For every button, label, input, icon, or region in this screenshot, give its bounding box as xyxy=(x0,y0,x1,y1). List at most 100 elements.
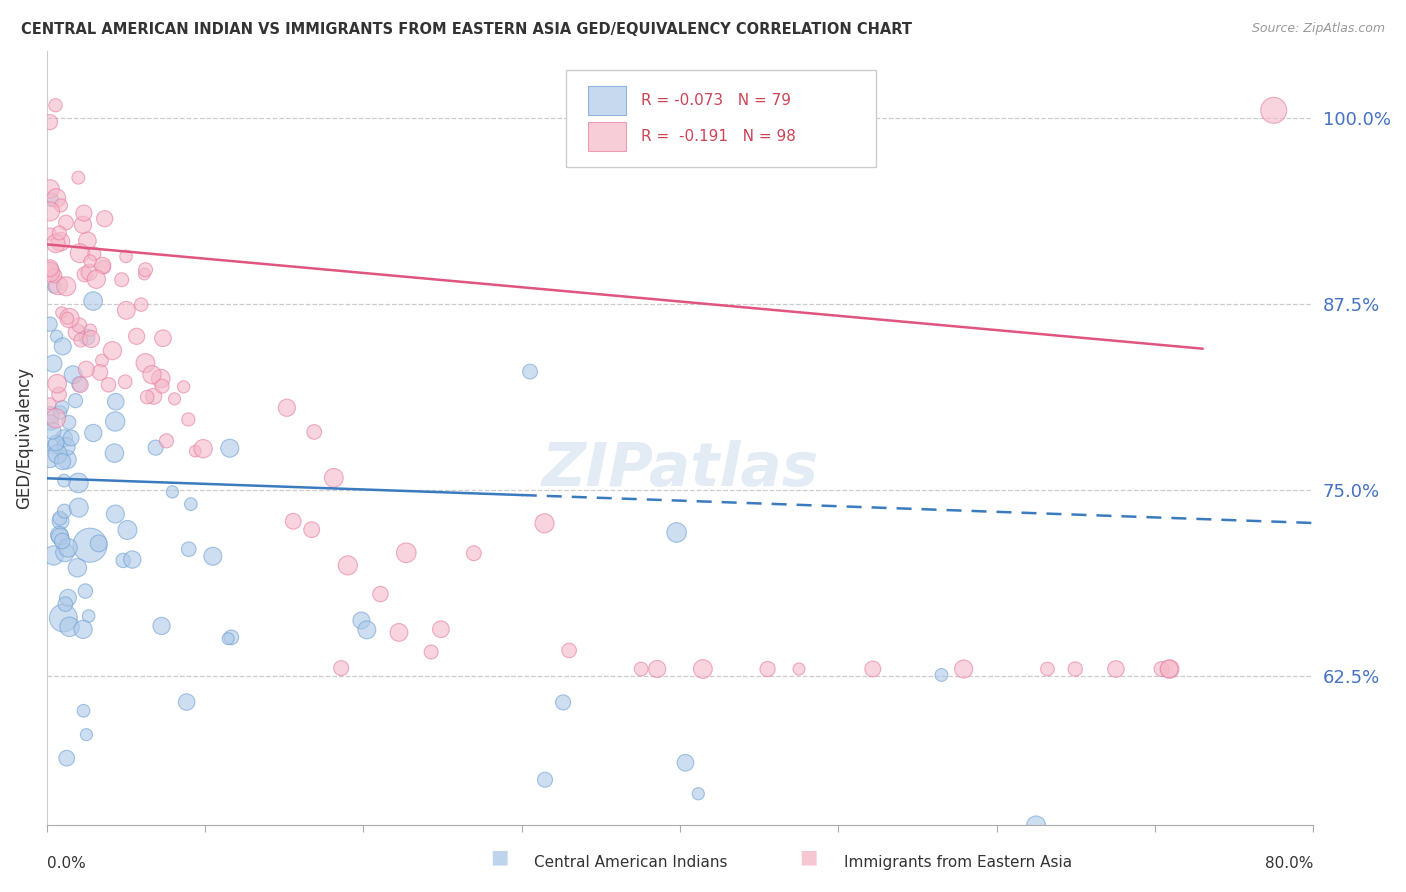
Point xyxy=(150,379,173,393)
Point xyxy=(177,412,200,426)
Point xyxy=(72,623,94,637)
Point xyxy=(39,416,62,430)
Point xyxy=(553,695,575,709)
Point xyxy=(72,704,94,718)
Point xyxy=(52,339,75,353)
Point xyxy=(76,330,98,344)
Point xyxy=(787,662,810,676)
Point xyxy=(1036,662,1059,676)
Point xyxy=(75,728,97,742)
Point xyxy=(1157,662,1180,676)
Point xyxy=(39,409,62,423)
Point xyxy=(104,507,127,521)
Point xyxy=(39,397,62,411)
Point xyxy=(645,662,668,676)
Point xyxy=(66,560,89,574)
Point xyxy=(67,500,90,515)
Point xyxy=(46,278,69,293)
Point xyxy=(69,246,91,260)
Point xyxy=(155,434,177,448)
Point xyxy=(39,227,62,241)
Point xyxy=(49,405,72,419)
Point xyxy=(558,643,581,657)
FancyBboxPatch shape xyxy=(567,70,876,167)
Point xyxy=(125,329,148,343)
Point xyxy=(49,198,72,212)
Point xyxy=(53,504,76,518)
Point xyxy=(97,377,120,392)
Point xyxy=(141,368,163,382)
Point xyxy=(420,645,443,659)
Point xyxy=(395,546,418,560)
Point xyxy=(630,662,652,676)
Point xyxy=(44,98,66,112)
Point xyxy=(112,553,135,567)
Point xyxy=(87,536,110,550)
Y-axis label: GED/Equivalency: GED/Equivalency xyxy=(15,367,32,509)
Point xyxy=(217,632,239,646)
Point xyxy=(1025,818,1047,832)
Point xyxy=(191,442,214,456)
Text: 80.0%: 80.0% xyxy=(1265,856,1313,871)
Point xyxy=(79,254,101,268)
Point xyxy=(79,538,101,552)
Point xyxy=(55,751,77,765)
Point xyxy=(49,530,72,544)
Text: ■: ■ xyxy=(489,847,509,866)
Point xyxy=(82,425,104,440)
Point xyxy=(51,306,73,320)
Point xyxy=(65,393,87,408)
Point xyxy=(69,377,91,392)
Point xyxy=(111,273,134,287)
Point xyxy=(77,265,100,279)
Point xyxy=(82,293,104,308)
Point xyxy=(218,441,240,455)
Point xyxy=(104,394,127,409)
Point xyxy=(86,272,108,286)
Point xyxy=(463,546,485,560)
Point xyxy=(77,609,100,624)
Point xyxy=(62,368,84,382)
Point xyxy=(58,620,80,634)
Point xyxy=(145,441,167,455)
Point xyxy=(39,115,62,129)
Point xyxy=(91,353,114,368)
Point xyxy=(388,625,411,640)
Point xyxy=(51,533,73,548)
Point xyxy=(134,356,156,370)
Point xyxy=(45,411,67,425)
Point xyxy=(58,311,80,326)
Point xyxy=(55,597,77,611)
Point xyxy=(67,475,90,490)
Point xyxy=(60,431,83,445)
Point xyxy=(276,401,298,415)
Point xyxy=(302,425,325,439)
Point xyxy=(67,318,90,333)
Point xyxy=(1150,662,1173,676)
Point xyxy=(162,484,184,499)
Point xyxy=(115,249,138,263)
Point xyxy=(356,623,378,637)
Point xyxy=(56,311,79,326)
Point xyxy=(67,170,90,185)
Point xyxy=(55,279,77,293)
Point xyxy=(56,541,79,555)
Point xyxy=(519,365,541,379)
Point xyxy=(1263,103,1285,118)
Point xyxy=(134,267,156,281)
Point xyxy=(142,389,165,403)
Point xyxy=(350,614,373,628)
Point xyxy=(39,204,62,219)
Point xyxy=(79,323,101,337)
Point xyxy=(114,375,136,389)
Point xyxy=(101,343,124,358)
Point xyxy=(46,376,69,391)
Text: Source: ZipAtlas.com: Source: ZipAtlas.com xyxy=(1251,22,1385,36)
Point xyxy=(173,380,195,394)
Point xyxy=(51,454,73,468)
Point xyxy=(48,226,70,240)
Point xyxy=(150,619,173,633)
Point xyxy=(69,333,91,347)
Point xyxy=(1064,662,1087,676)
Point xyxy=(45,236,67,251)
